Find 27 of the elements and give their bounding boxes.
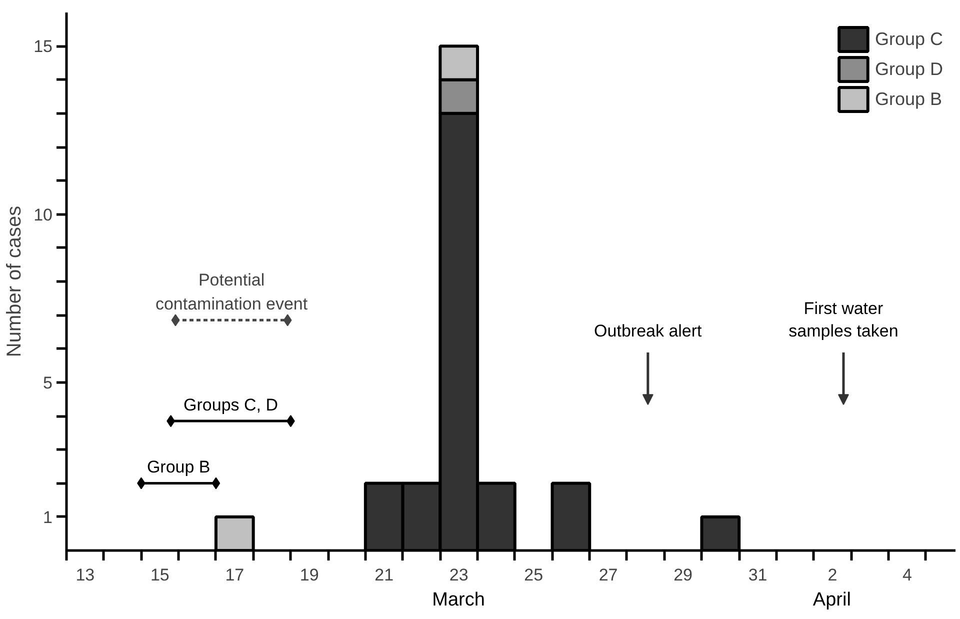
x-tick-label: 31 <box>748 566 768 584</box>
x-tick-label: 19 <box>300 566 319 584</box>
x-tick-label: 21 <box>374 566 394 584</box>
y-axis-title: Number of cases <box>4 206 26 358</box>
x-tick-label: 17 <box>225 566 244 584</box>
text: April <box>812 590 851 610</box>
series-label: Potential contamination event <box>155 270 308 314</box>
annotation: First water samples taken <box>788 298 898 341</box>
x-tick-label: 29 <box>674 566 693 584</box>
x-tick-label: 27 <box>598 566 618 584</box>
annotation: Outbreak alert <box>594 322 702 341</box>
x-tick-label: 15 <box>150 566 170 584</box>
x-tick-label: 2 <box>828 566 838 584</box>
y-tick-label: 10 <box>34 205 53 224</box>
legend-label: Group C <box>874 28 943 50</box>
legend-label: Group D <box>874 58 943 80</box>
y-tick-label: 5 <box>43 373 53 392</box>
x-tick-label: 25 <box>524 566 544 584</box>
series-label: Group B <box>146 458 210 477</box>
y-tick-label: 1 <box>43 508 53 527</box>
x-tick-label: 4 <box>902 566 912 584</box>
text: March <box>432 590 485 610</box>
legend-label: Group B <box>874 88 942 110</box>
x-tick-label: 23 <box>449 566 468 584</box>
y-tick-label: 15 <box>34 37 53 56</box>
series-label: Groups C, D <box>184 395 278 414</box>
x-tick-label: 13 <box>76 566 95 584</box>
